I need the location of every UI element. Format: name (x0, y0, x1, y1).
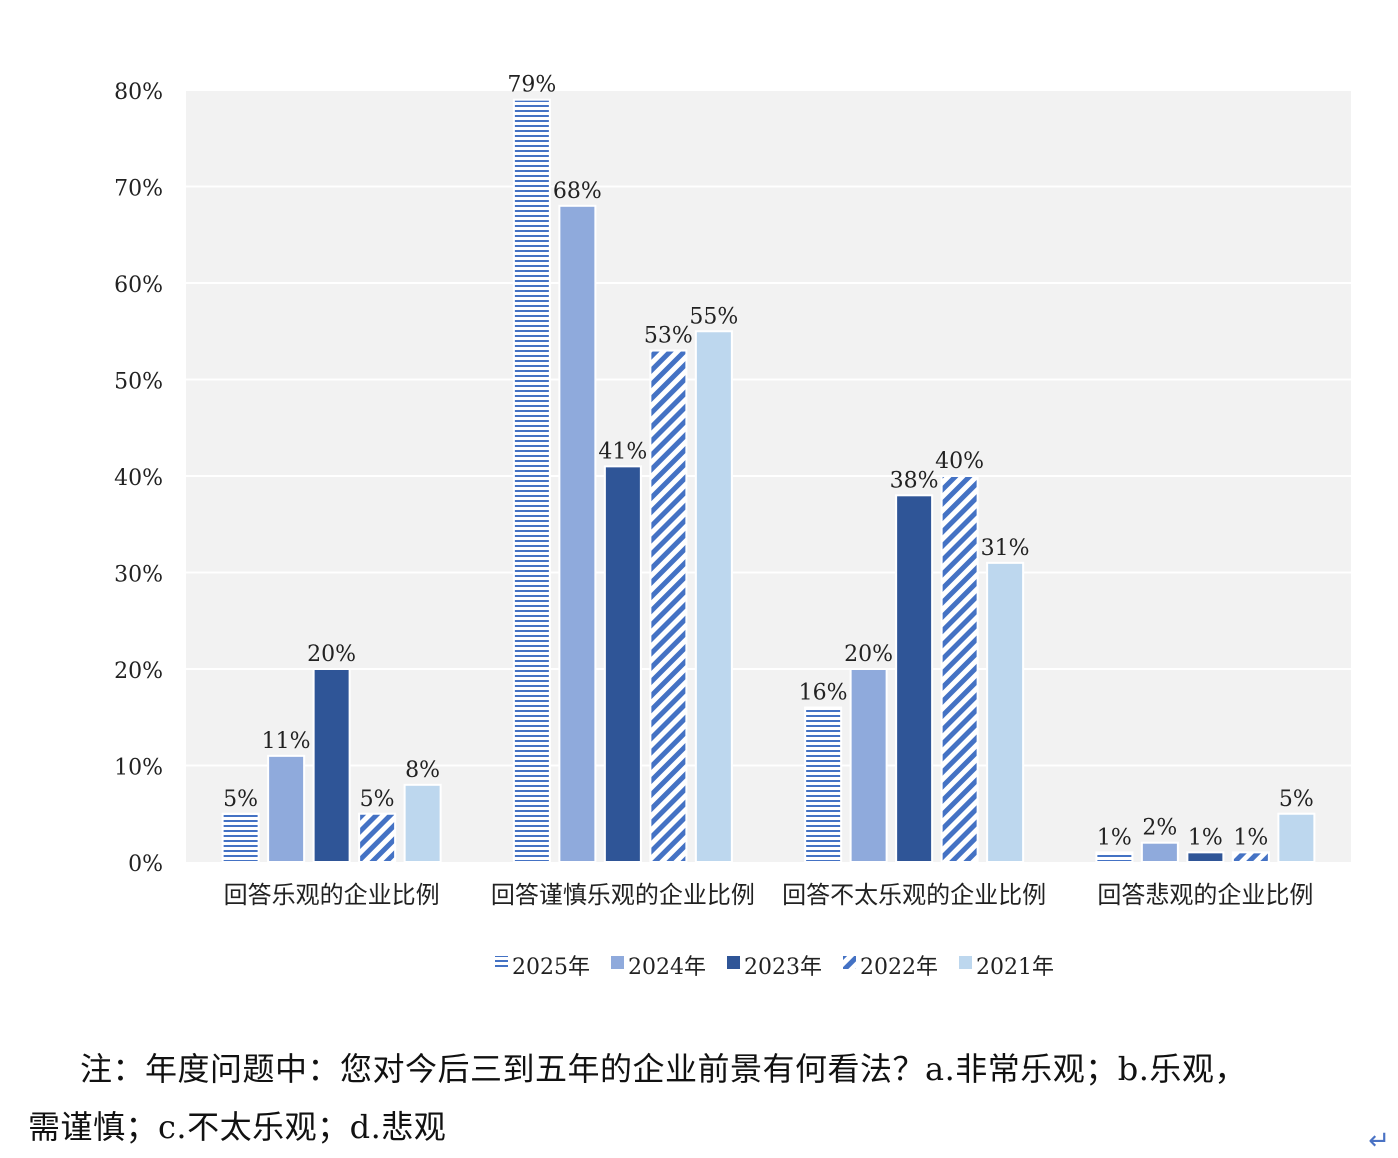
bar-2023年-1 (603, 465, 642, 863)
bar-2021年-2 (986, 561, 1025, 863)
bar-2023年-0 (312, 668, 351, 863)
x-category-label: 回答谨慎乐观的企业比例 (491, 881, 755, 909)
bar-2025年-2 (804, 706, 843, 863)
data-label: 20% (307, 642, 356, 667)
legend-label: 2022年 (860, 955, 938, 980)
bar-2022年-2 (940, 475, 979, 863)
y-tick-label: 40% (114, 466, 163, 491)
x-category-label: 回答不太乐观的企业比例 (782, 881, 1046, 909)
data-label: 53% (644, 324, 693, 349)
legend-label: 2021年 (976, 955, 1054, 980)
y-tick-label: 70% (114, 177, 163, 202)
legend-label: 2023年 (744, 955, 822, 980)
y-tick-label: 0% (128, 852, 163, 877)
legend-swatch (727, 956, 740, 969)
y-tick-label: 80% (114, 80, 163, 105)
legend-label: 2024年 (628, 955, 706, 980)
bar-2023年-3 (1186, 851, 1225, 863)
data-label: 41% (598, 439, 647, 464)
data-label: 1% (1188, 825, 1223, 850)
data-label: 40% (935, 449, 984, 474)
bar-2025年-3 (1095, 851, 1134, 863)
legend-swatch (959, 956, 972, 969)
y-tick-label: 20% (114, 659, 163, 684)
bar-2021年-3 (1277, 812, 1316, 863)
bar-2021年-1 (694, 330, 733, 863)
legend-swatch (843, 956, 856, 969)
legend-label: 2025年 (512, 955, 590, 980)
bar-2024年-3 (1140, 841, 1179, 864)
legend-swatch (495, 956, 508, 969)
data-label: 5% (360, 787, 395, 812)
y-tick-label: 50% (114, 370, 163, 395)
data-label: 31% (981, 536, 1030, 561)
data-label: 16% (799, 681, 848, 706)
data-label: 11% (262, 729, 311, 754)
data-label: 79% (507, 73, 556, 98)
data-label: 55% (689, 304, 738, 329)
bar-2024年-2 (849, 668, 888, 863)
y-tick-label: 60% (114, 273, 163, 298)
bar-2021年-0 (403, 783, 442, 863)
bar-2024年-0 (267, 754, 306, 863)
footnote: 注：年度问题中：您对今后三到五年的企业前景有何看法？a.非常乐观；b.乐观，需谨… (28, 1050, 1247, 1146)
data-label: 68% (553, 179, 602, 204)
data-label: 8% (405, 758, 440, 783)
data-label: 2% (1142, 816, 1177, 841)
data-label: 5% (1279, 787, 1314, 812)
bar-chart: 0% 10% 20% 30% 40% 50% 60% 70% 80% 5% 11% 20% 5% 8% 7… (114, 73, 1351, 980)
y-tick-label: 10% (114, 756, 163, 781)
bar-2022年-3 (1231, 851, 1270, 863)
bar-2025年-0 (221, 812, 260, 863)
bar-2023年-2 (895, 494, 934, 863)
bar-2022年-0 (358, 812, 397, 863)
data-label: 1% (1097, 825, 1132, 850)
data-label: 1% (1233, 825, 1268, 850)
bar-2024年-1 (558, 204, 597, 864)
data-label: 5% (223, 787, 258, 812)
bar-2025年-1 (512, 98, 551, 863)
legend-swatch (611, 956, 624, 969)
data-label: 38% (890, 468, 939, 493)
y-tick-label: 30% (114, 563, 163, 588)
data-label: 20% (844, 642, 893, 667)
x-category-label: 回答悲观的企业比例 (1097, 881, 1313, 909)
paragraph-return-icon: ↵ (1368, 1126, 1390, 1156)
x-category-label: 回答乐观的企业比例 (224, 881, 440, 909)
bar-2022年-1 (649, 349, 688, 863)
